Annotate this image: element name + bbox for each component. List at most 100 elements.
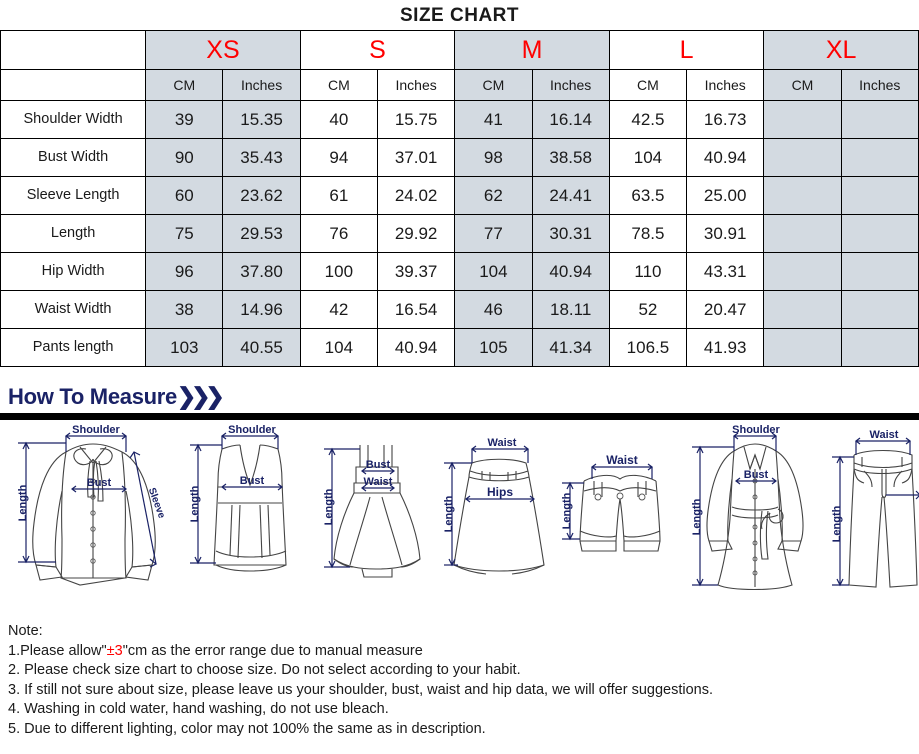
row-label: Waist Width [0,290,147,329]
fig-label-length: Length [189,485,201,522]
cell-l-cm: 78.5 [608,214,688,253]
cell-s-inches: 24.02 [376,176,456,215]
unit-header-m-cm: CM [454,69,533,101]
cell-s-cm: 104 [299,328,378,367]
cell-xs-cm: 90 [145,138,224,177]
cell-s-cm: 76 [299,214,378,253]
page-title: SIZE CHART [400,5,519,26]
note-1-pre: 1.Please allow" [8,642,107,659]
size-header-l: L [608,30,765,70]
how-to-measure-section: How To Measure❯❯❯ [0,381,919,420]
fig-label-waist: Waist [364,476,393,488]
figure-skirt: Waist Hips Length [436,419,554,610]
cell-m-inches: 24.41 [531,176,610,215]
fig-label-bust: Bust [240,475,265,487]
unit-header-s-cm: CM [299,69,378,101]
cell-xs-cm: 39 [145,100,224,139]
unit-header-xl-cm: CM [763,69,842,101]
notes-heading: Note: [8,623,43,639]
cell-s-inches: 40.94 [376,328,456,367]
cell-l-cm: 63.5 [608,176,688,215]
fig-label-hips: Hips [487,485,513,499]
cell-m-inches: 30.31 [531,214,610,253]
cell-xl-cm [763,214,842,253]
unit-header-m-inches: Inches [531,69,610,101]
cell-m-inches: 38.58 [531,138,610,177]
cell-s-cm: 61 [299,176,378,215]
fig-label-waist: Waist [488,437,517,449]
cell-m-cm: 104 [454,252,533,291]
cell-m-cm: 46 [454,290,533,329]
fig-label-length: Length [561,492,573,529]
cell-s-cm: 42 [299,290,378,329]
cell-l-inches: 40.94 [686,138,765,177]
fig-label-bust: Bust [87,477,112,489]
cell-xs-cm: 103 [145,328,224,367]
fig-label-length: Length [443,495,455,532]
table-row: Hip Width 96 37.80 100 39.37 104 40.94 1… [0,252,919,291]
cell-l-inches: 25.00 [686,176,765,215]
note-line-4: 4. Washing in cold water, hand washing, … [8,701,389,717]
cell-xs-inches: 23.62 [222,176,301,215]
cell-xs-inches: 15.35 [222,100,301,139]
cell-xs-inches: 35.43 [222,138,301,177]
size-header-row: XS S M L XL [0,30,919,70]
size-chart-table: XS S M L XL CM Inches CM Inches CM Inche… [0,30,919,367]
cell-m-cm: 62 [454,176,533,215]
note-line-2: 2. Please check size chart to choose siz… [8,662,521,678]
row-label: Hip Width [0,252,147,291]
cell-l-cm: 110 [608,252,688,291]
measurement-figures: Shoulder Bust Length Sleeve [0,420,919,610]
row-label: Bust Width [0,138,147,177]
figure-coat: Shoulder Bust Length [684,419,824,610]
size-header-xs: XS [145,30,301,70]
figure-tank-top: Shoulder Bust Length [182,419,318,610]
fig-label-length: Length [831,505,843,542]
row-label: Shoulder Width [0,100,147,139]
table-row: Pants length 103 40.55 104 40.94 105 41.… [0,328,919,367]
note-line-3: 3. If still not sure about size, please … [8,681,713,698]
cell-s-inches: 37.01 [376,138,456,177]
cell-l-cm: 104 [608,138,688,177]
fig-label-shoulder: Shoulder [732,424,780,436]
cell-m-cm: 77 [454,214,533,253]
cell-l-inches: 43.31 [686,252,765,291]
cell-xs-inches: 40.55 [222,328,301,367]
cell-l-inches: 20.47 [686,290,765,329]
cell-l-cm: 42.5 [608,100,688,139]
cell-l-cm: 52 [608,290,688,329]
unit-header-xs-cm: CM [145,69,224,101]
fig-label-sleeve: Sleeve [146,486,167,520]
unit-header-xs-inches: Inches [222,69,301,101]
row-label: Pants length [0,328,147,367]
section-divider [0,413,919,420]
cell-m-cm: 98 [454,138,533,177]
unit-header-l-cm: CM [608,69,688,101]
unit-header-l-inches: Inches [686,69,765,101]
cell-xl-inches [840,138,919,177]
corner-cell-empty [0,30,147,70]
fig-label-waist: Waist [870,429,899,441]
cell-l-inches: 16.73 [686,100,765,139]
row-label: Sleeve Length [0,176,147,215]
unit-header-s-inches: Inches [376,69,456,101]
cell-xs-inches: 37.80 [222,252,301,291]
figure-dress: Bust Waist Length [318,419,436,610]
cell-xl-inches [840,214,919,253]
cell-s-inches: 29.92 [376,214,456,253]
table-row: Sleeve Length 60 23.62 61 24.02 62 24.41… [0,176,919,215]
cell-l-inches: 30.91 [686,214,765,253]
table-row: Waist Width 38 14.96 42 16.54 46 18.11 5… [0,290,919,329]
cell-m-inches: 41.34 [531,328,610,367]
fig-label-shoulder: Shoulder [72,424,120,436]
fig-label-length: Length [323,488,335,525]
cell-xs-inches: 14.96 [222,290,301,329]
fig-label-bust: Bust [744,469,769,481]
cell-m-inches: 40.94 [531,252,610,291]
cell-l-inches: 41.93 [686,328,765,367]
size-header-s: S [299,30,456,70]
cell-xl-cm [763,290,842,329]
fig-label-bust: Bust [366,459,391,471]
table-row: Shoulder Width 39 15.35 40 15.75 41 16.1… [0,100,919,139]
cell-xs-cm: 60 [145,176,224,215]
